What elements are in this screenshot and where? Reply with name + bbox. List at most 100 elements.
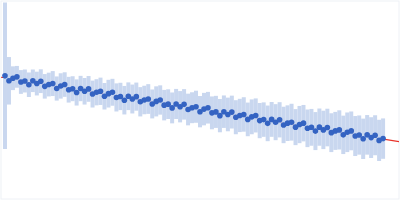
point [277, 117, 283, 123]
point [372, 132, 378, 138]
error-bar [242, 97, 246, 131]
error-bar [321, 111, 325, 149]
point [50, 81, 56, 87]
error-bar [138, 87, 142, 116]
error-bars [5, 3, 383, 161]
error-bar [87, 76, 91, 102]
point [134, 94, 140, 100]
error-bar [174, 89, 178, 119]
error-bar [43, 74, 47, 99]
error-bar [282, 107, 286, 143]
point [62, 82, 68, 88]
error-bar [31, 70, 35, 93]
error-bar [301, 105, 305, 141]
error-bar [23, 70, 27, 93]
error-bar [102, 83, 106, 110]
point [253, 113, 259, 119]
error-bar [381, 118, 385, 158]
point [74, 90, 80, 96]
point [38, 78, 44, 84]
error-bar [206, 92, 210, 124]
error-bar [246, 103, 250, 137]
error-bar [79, 76, 83, 101]
point [217, 113, 223, 119]
point [380, 136, 386, 142]
error-bar [194, 91, 198, 123]
error-bar [329, 113, 333, 152]
point [241, 112, 247, 118]
error-bar [234, 100, 238, 134]
error-bar [27, 72, 31, 97]
point [122, 97, 128, 103]
plot-frame [1, 1, 399, 199]
point [193, 104, 199, 110]
error-bar [166, 89, 170, 119]
error-bar [361, 119, 365, 159]
error-bar [118, 83, 122, 110]
point [360, 136, 366, 142]
error-bar [59, 73, 63, 98]
error-bar [158, 85, 162, 114]
point [86, 86, 92, 92]
error-bar [110, 79, 114, 106]
error-bar [222, 95, 226, 127]
error-bar [214, 96, 218, 128]
error-bar [254, 98, 258, 132]
error-bar [71, 76, 75, 101]
error-bar [341, 116, 345, 154]
point [169, 105, 175, 111]
error-bar [294, 109, 298, 145]
error-bar [226, 98, 230, 132]
error-bar [91, 81, 95, 108]
error-bar [270, 102, 274, 137]
error-bar [83, 78, 87, 105]
error-bar [106, 80, 110, 108]
error-bar [218, 99, 222, 132]
point [337, 127, 343, 133]
error-bar [198, 96, 202, 127]
chart [0, 0, 400, 200]
error-bar [337, 110, 341, 149]
error-bar [325, 109, 329, 147]
error-bar [130, 85, 134, 114]
point [205, 105, 211, 111]
error-bar [278, 102, 282, 137]
error-bar [178, 91, 182, 122]
point [145, 96, 151, 102]
error-bar [11, 66, 15, 90]
error-bar [262, 102, 266, 136]
error-bar [317, 109, 321, 146]
fit-line [1, 77, 399, 141]
error-bar [202, 93, 206, 125]
error-bar [290, 104, 294, 141]
point [2, 73, 8, 79]
error-bar [377, 120, 381, 161]
error-bar [134, 83, 138, 111]
error-bar [146, 84, 150, 114]
error-bar [349, 111, 353, 150]
error-bar [182, 89, 186, 119]
error-bar [122, 86, 126, 115]
error-bar [357, 115, 361, 154]
error-bar [365, 115, 369, 155]
error-bar [126, 82, 130, 110]
error-bar [63, 72, 67, 97]
point [110, 89, 116, 95]
error-bar [230, 96, 234, 129]
error-bar [250, 99, 254, 134]
point [157, 97, 163, 103]
point [98, 88, 104, 94]
error-bar [35, 72, 39, 96]
point [229, 109, 235, 115]
error-bar [55, 76, 59, 100]
point [348, 128, 354, 134]
error-bar [7, 57, 11, 105]
error-bar [99, 78, 103, 105]
point [26, 82, 32, 88]
error-bar [170, 92, 174, 123]
error-bar [150, 90, 154, 119]
point [313, 128, 319, 134]
error-bar [313, 112, 317, 150]
error-bar [154, 86, 158, 116]
error-bar [51, 71, 55, 96]
